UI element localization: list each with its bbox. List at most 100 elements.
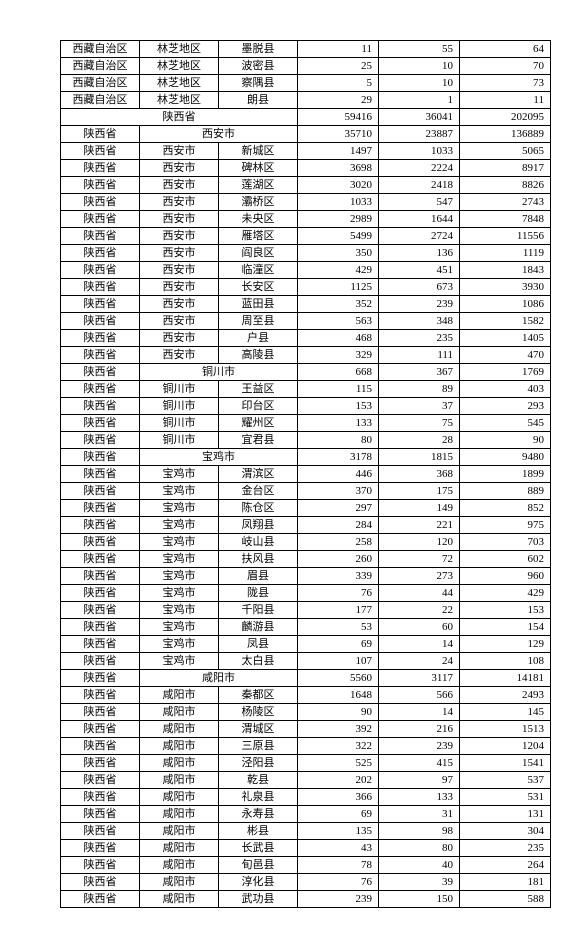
cell-label: 西安市: [140, 296, 219, 313]
cell-label: 宜君县: [219, 432, 298, 449]
cell-value: 451: [379, 262, 460, 279]
cell-label: 陕西省: [61, 772, 140, 789]
table-row: 陕西省宝鸡市陈仓区297149852: [61, 500, 551, 517]
cell-value: 145: [460, 704, 551, 721]
table-row: 陕西省西安市长安区11256733930: [61, 279, 551, 296]
cell-label: 凤翔县: [219, 517, 298, 534]
cell-value: 76: [298, 874, 379, 891]
cell-label: 陕西省: [61, 704, 140, 721]
table-row: 陕西省咸阳市乾县20297537: [61, 772, 551, 789]
cell-value: 108: [460, 653, 551, 670]
cell-value: 60: [379, 619, 460, 636]
cell-value: 525: [298, 755, 379, 772]
cell-value: 2224: [379, 160, 460, 177]
cell-value: 1769: [460, 364, 551, 381]
cell-label: 陕西省: [61, 483, 140, 500]
cell-value: 25: [298, 58, 379, 75]
cell-value: 154: [460, 619, 551, 636]
cell-label: 宝鸡市: [140, 568, 219, 585]
cell-label: 陕西省: [61, 500, 140, 517]
cell-value: 975: [460, 517, 551, 534]
subtotal-label: 陕西省: [61, 109, 298, 126]
cell-value: 90: [460, 432, 551, 449]
cell-label: 旬邑县: [219, 857, 298, 874]
cell-value: 111: [379, 347, 460, 364]
table-body: 西藏自治区林芝地区墨脱县115564西藏自治区林芝地区波密县251070西藏自治…: [61, 41, 551, 908]
cell-label: 陕西省: [61, 398, 140, 415]
cell-value: 40: [379, 857, 460, 874]
cell-value: 1582: [460, 313, 551, 330]
cell-label: 陕西省: [61, 874, 140, 891]
table-row: 陕西省铜川市印台区15337293: [61, 398, 551, 415]
cell-label: 陕西省: [61, 636, 140, 653]
cell-value: 1541: [460, 755, 551, 772]
cell-label: 陕西省: [61, 177, 140, 194]
cell-value: 73: [460, 75, 551, 92]
cell-value: 429: [298, 262, 379, 279]
cell-label: 陕西省: [61, 228, 140, 245]
cell-label: 陕西省: [61, 381, 140, 398]
cell-value: 202: [298, 772, 379, 789]
cell-value: 235: [460, 840, 551, 857]
table-row: 陕西省宝鸡市凤县6914129: [61, 636, 551, 653]
cell-value: 2989: [298, 211, 379, 228]
subtotal-label: 咸阳市: [140, 670, 298, 687]
table-row: 陕西省咸阳市5560311714181: [61, 670, 551, 687]
table-row: 陕西省咸阳市淳化县7639181: [61, 874, 551, 891]
cell-value: 80: [298, 432, 379, 449]
cell-value: 8917: [460, 160, 551, 177]
cell-value: 429: [460, 585, 551, 602]
table-row: 陕西省西安市临潼区4294511843: [61, 262, 551, 279]
table-row: 陕西省咸阳市长武县4380235: [61, 840, 551, 857]
cell-value: 72: [379, 551, 460, 568]
cell-label: 西安市: [140, 143, 219, 160]
cell-value: 9480: [460, 449, 551, 466]
cell-value: 150: [379, 891, 460, 908]
cell-value: 89: [379, 381, 460, 398]
cell-label: 秦都区: [219, 687, 298, 704]
cell-value: 64: [460, 41, 551, 58]
table-row: 陕西省宝鸡市317818159480: [61, 449, 551, 466]
cell-value: 14181: [460, 670, 551, 687]
cell-label: 千阳县: [219, 602, 298, 619]
cell-value: 80: [379, 840, 460, 857]
cell-label: 彬县: [219, 823, 298, 840]
cell-label: 阎良区: [219, 245, 298, 262]
cell-value: 177: [298, 602, 379, 619]
cell-label: 西安市: [140, 330, 219, 347]
cell-value: 7848: [460, 211, 551, 228]
table-row: 陕西省咸阳市秦都区16485662493: [61, 687, 551, 704]
cell-label: 太白县: [219, 653, 298, 670]
cell-label: 宝鸡市: [140, 585, 219, 602]
cell-value: 235: [379, 330, 460, 347]
table-row: 陕西省铜川市王益区11589403: [61, 381, 551, 398]
cell-value: 703: [460, 534, 551, 551]
cell-value: 537: [460, 772, 551, 789]
cell-label: 陕西省: [61, 466, 140, 483]
table-row: 陕西省宝鸡市眉县339273960: [61, 568, 551, 585]
cell-value: 2418: [379, 177, 460, 194]
table-row: 陕西省西安市阎良区3501361119: [61, 245, 551, 262]
cell-value: 55: [379, 41, 460, 58]
cell-label: 陕西省: [61, 687, 140, 704]
table-row: 陕西省西安市高陵县329111470: [61, 347, 551, 364]
cell-label: 咸阳市: [140, 806, 219, 823]
cell-label: 陕西省: [61, 619, 140, 636]
cell-label: 灞桥区: [219, 194, 298, 211]
cell-value: 547: [379, 194, 460, 211]
cell-value: 53: [298, 619, 379, 636]
cell-value: 367: [379, 364, 460, 381]
cell-value: 115: [298, 381, 379, 398]
cell-label: 咸阳市: [140, 891, 219, 908]
cell-label: 凤县: [219, 636, 298, 653]
cell-value: 673: [379, 279, 460, 296]
cell-value: 3117: [379, 670, 460, 687]
cell-value: 350: [298, 245, 379, 262]
cell-value: 588: [460, 891, 551, 908]
cell-value: 175: [379, 483, 460, 500]
cell-value: 120: [379, 534, 460, 551]
cell-label: 西藏自治区: [61, 41, 140, 58]
cell-value: 889: [460, 483, 551, 500]
cell-value: 304: [460, 823, 551, 840]
cell-label: 陕西省: [61, 653, 140, 670]
